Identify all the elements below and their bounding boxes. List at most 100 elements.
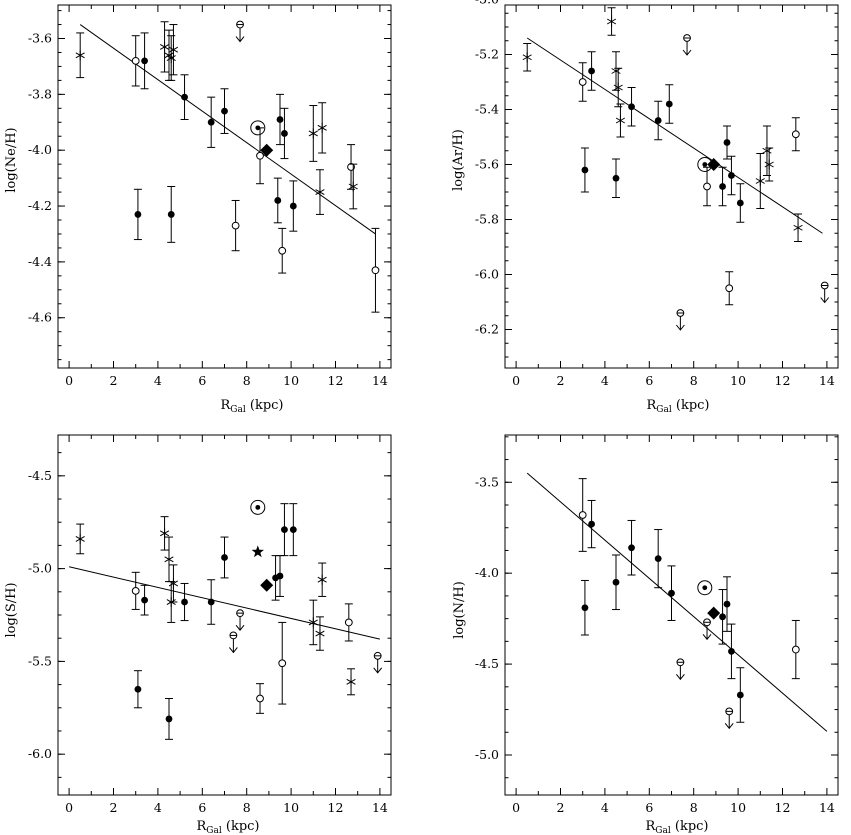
- ne-point-sun: [250, 120, 266, 136]
- ar-xtick-label: 4: [601, 373, 609, 388]
- ar-xtick-label: 6: [645, 373, 653, 388]
- n-point-diamond: [707, 606, 721, 620]
- s-point-filled-circle: [180, 582, 189, 622]
- ne-point-filled-circle: [167, 186, 176, 243]
- ne-point-open-circle: [256, 127, 265, 185]
- s-point-open-circle: [278, 621, 287, 705]
- n-marker-open: [578, 511, 587, 519]
- n-fit-line: [526, 472, 828, 732]
- ne-marker-filled: [181, 93, 188, 101]
- ar-marker-filled: [588, 67, 595, 75]
- ne-marker-asterisk: [166, 55, 176, 61]
- ne-xtick-label: 6: [198, 373, 206, 388]
- n-marker-filled: [654, 555, 662, 563]
- n-point-filled-circle: [718, 589, 727, 645]
- ar-point-asterisk: [793, 213, 803, 242]
- s-point-filled-circle: [289, 503, 298, 557]
- s-marker-asterisk: [317, 576, 327, 583]
- ne-point-open-circle: [278, 227, 287, 274]
- n-xtick-label: 12: [775, 800, 791, 815]
- n-xtick-label: 10: [730, 800, 746, 815]
- ne-marker-open: [131, 56, 140, 65]
- ar-point-filled-circle: [580, 147, 589, 193]
- ne-point-filled-circle: [280, 107, 289, 160]
- ar-point-asterisk: [764, 147, 774, 182]
- s-point-upper-limit: [228, 631, 238, 654]
- n-point-sun: [697, 580, 713, 596]
- ar-xlabel: RGal (kpc): [647, 398, 710, 415]
- ne-point-open-circle: [371, 227, 380, 313]
- n-point-open-circle: [791, 619, 800, 680]
- ar-marker-filled: [665, 100, 673, 108]
- ar-xtick-label: 2: [557, 373, 565, 388]
- ar-marker-asterisk: [522, 54, 532, 61]
- s-marker-filled: [276, 572, 284, 580]
- s-xtick-label: 12: [328, 800, 344, 815]
- s-point-upper-limit: [235, 609, 245, 631]
- ne-xtick-label: 8: [243, 373, 251, 388]
- s-marker-asterisk: [164, 556, 174, 563]
- n-point-upper-limit: [702, 618, 712, 641]
- ar-xtick-label: 0: [512, 373, 520, 388]
- n-xtick-label: 4: [601, 800, 609, 815]
- ar-marker-open: [578, 78, 587, 86]
- ar-marker-filled: [581, 166, 589, 174]
- ne-marker-filled: [141, 57, 148, 65]
- ar-marker-limit-arrowhead: [675, 324, 685, 331]
- ar-point-filled-circle: [727, 155, 736, 196]
- ne-point-asterisk: [308, 105, 318, 162]
- s-marker-filled: [281, 526, 288, 534]
- ar-ytick-label: -5.2: [475, 47, 499, 62]
- ne-point-asterisk: [168, 24, 179, 76]
- ar-marker-diamond: [707, 158, 721, 171]
- ar-point-asterisk: [606, 7, 617, 36]
- s-marker-diamond: [260, 578, 274, 592]
- ar-point-open-circle: [791, 117, 800, 152]
- s-point-sun: [250, 499, 266, 515]
- n-xtick-label: 14: [819, 800, 835, 815]
- s-marker-filled: [165, 715, 173, 723]
- ne-xtick-label: 0: [65, 373, 73, 388]
- ar-point-filled-circle: [718, 166, 727, 207]
- ar-point-asterisk: [522, 43, 532, 72]
- ar-marker-open: [703, 182, 711, 191]
- n-marker-filled: [612, 578, 620, 586]
- ar-marker-filled: [723, 139, 731, 146]
- ar-marker-filled: [728, 172, 735, 179]
- ar-ytick-label: -5.0: [475, 0, 499, 7]
- ar-ytick-label: -6.0: [475, 267, 499, 282]
- ne-xtick-label: 12: [328, 373, 344, 388]
- s-point-asterisk: [75, 523, 85, 555]
- n-marker-filled: [719, 613, 726, 621]
- n-point-filled-circle: [727, 623, 736, 680]
- ne-xtick-label: 14: [372, 373, 388, 388]
- ar-point-filled-circle: [627, 87, 636, 127]
- ne-marker-open: [371, 266, 380, 275]
- ne-point-asterisk: [75, 32, 85, 79]
- s-point-asterisk: [315, 616, 325, 651]
- n-point-filled-circle: [612, 554, 620, 611]
- s-marker-filled: [134, 685, 142, 693]
- ne-marker-filled: [221, 107, 228, 115]
- n-point-filled-circle: [627, 519, 636, 576]
- ar-point-open-circle: [725, 271, 734, 306]
- ar-point-asterisk: [613, 67, 623, 108]
- n-marker-filled: [728, 647, 735, 655]
- ne-marker-open: [231, 221, 240, 230]
- s-point-open-circle: [344, 603, 353, 642]
- s-point-filled-circle: [165, 698, 173, 740]
- ne-point-filled-circle: [140, 32, 149, 90]
- ne-point-asterisk: [159, 21, 170, 73]
- ar-point-filled-circle: [723, 125, 731, 160]
- ne-xtick-label: 10: [283, 373, 299, 388]
- ar-point-asterisk: [611, 51, 621, 91]
- ar-xtick-label: 10: [730, 373, 746, 388]
- ar-marker-asterisk: [755, 178, 765, 184]
- s-marker-filled: [221, 554, 228, 561]
- s-marker-asterisk: [315, 630, 325, 637]
- s-ytick-label: -5.0: [28, 561, 52, 576]
- s-point-asterisk: [159, 516, 170, 551]
- ar-point-asterisk: [762, 125, 772, 176]
- s-marker-asterisk: [75, 535, 85, 542]
